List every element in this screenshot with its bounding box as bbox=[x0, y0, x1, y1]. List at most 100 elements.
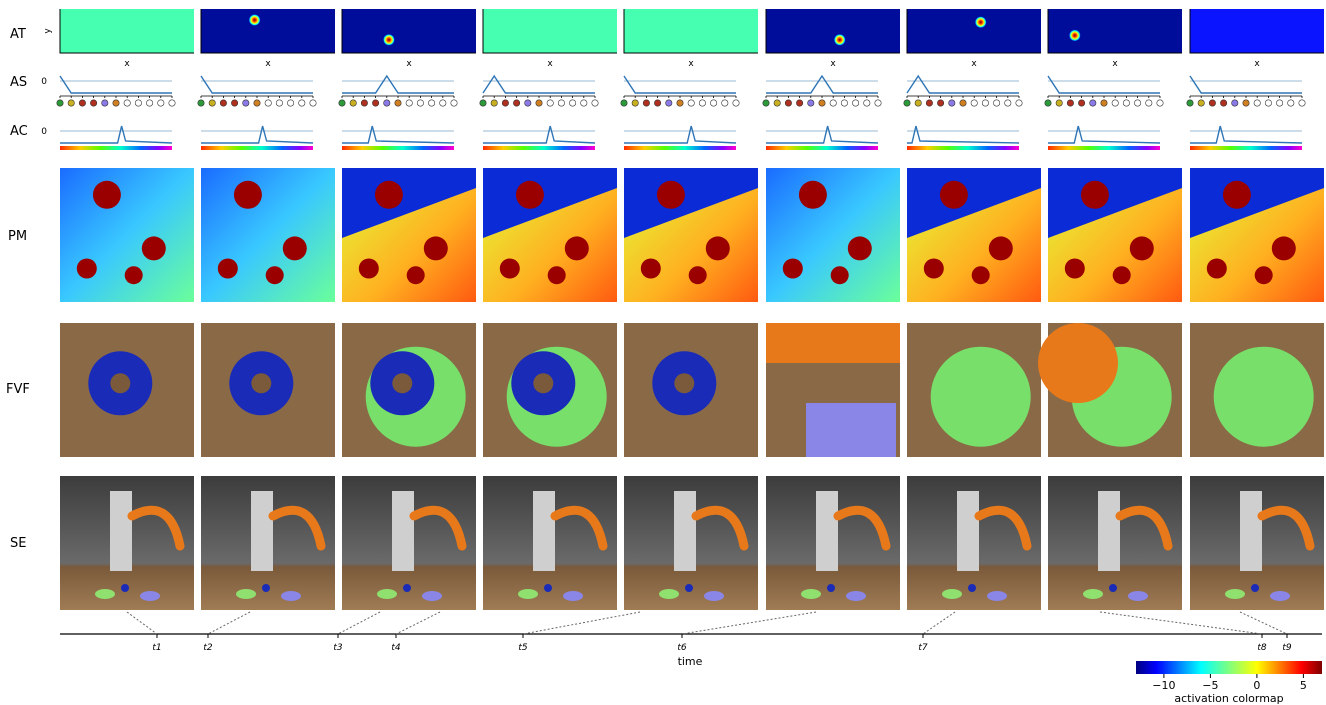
fvf-donut-hole bbox=[110, 373, 131, 394]
se-image bbox=[766, 476, 900, 610]
row-label-pm: PM bbox=[8, 229, 27, 244]
colorbar-tick-label: 0 bbox=[1253, 679, 1260, 692]
pm-hot-spot bbox=[265, 266, 284, 285]
se-robot-base bbox=[816, 491, 838, 571]
as-object-icon bbox=[416, 99, 424, 107]
se-image bbox=[1048, 476, 1182, 610]
pm-heatmap bbox=[201, 168, 335, 302]
se-robot-arm bbox=[127, 505, 185, 551]
pm-background bbox=[201, 168, 335, 302]
se-image bbox=[60, 476, 194, 610]
time-tick-label: t6 bbox=[677, 643, 687, 653]
pm-heatmap bbox=[342, 168, 476, 302]
time-tick-label: t7 bbox=[918, 643, 928, 653]
as-object-icon bbox=[937, 99, 945, 107]
as-object-icon bbox=[1078, 99, 1086, 107]
fvf-image bbox=[907, 323, 1041, 457]
se-robot-base bbox=[251, 491, 273, 571]
se-image bbox=[907, 476, 1041, 610]
time-connector bbox=[207, 611, 251, 635]
as-object-icon bbox=[642, 99, 650, 107]
se-image bbox=[201, 476, 335, 610]
pm-hot-spot bbox=[688, 266, 707, 285]
pm-hot-spot bbox=[124, 266, 143, 285]
at-heatmap bbox=[60, 9, 194, 53]
ac-series-line bbox=[766, 125, 879, 144]
se-blue-donut bbox=[1251, 584, 1259, 592]
fvf-donut-hole bbox=[674, 373, 695, 394]
as-object-icon bbox=[56, 99, 64, 107]
as-object-icon bbox=[146, 99, 154, 107]
se-image bbox=[1190, 476, 1324, 610]
as-series-line bbox=[342, 74, 454, 94]
as-object-icon bbox=[1197, 99, 1205, 107]
ac-series-line bbox=[1190, 125, 1303, 144]
colorbar-ticks: −10 −5 0 5 bbox=[1152, 674, 1307, 692]
pm-hot-spot bbox=[1112, 266, 1131, 285]
se-robot-arm bbox=[974, 505, 1032, 551]
pm-hot-spot bbox=[656, 180, 685, 209]
at-heatmap bbox=[342, 9, 476, 53]
as-object-icon bbox=[1134, 99, 1142, 107]
se-image bbox=[483, 476, 617, 610]
time-connector bbox=[1099, 611, 1263, 635]
ac-zero-label: 0 bbox=[41, 127, 47, 137]
pm-blue-region bbox=[1048, 168, 1182, 238]
as-object-icon bbox=[665, 99, 673, 107]
ac-color-strip bbox=[1048, 146, 1160, 150]
as-object-icon bbox=[1287, 99, 1295, 107]
pm-hot-spot bbox=[1254, 266, 1273, 285]
as-object-icon bbox=[557, 99, 565, 107]
as-object-icon bbox=[501, 99, 509, 107]
pm-blue-region bbox=[907, 168, 1041, 238]
as-object-icon bbox=[479, 99, 487, 107]
as-object-icon bbox=[818, 99, 826, 107]
as-series-line bbox=[623, 75, 736, 94]
panel-column-4: x bbox=[479, 9, 617, 610]
time-tick-label: t4 bbox=[391, 643, 401, 653]
as-object-icon bbox=[90, 99, 98, 107]
row-label-at: AT bbox=[10, 27, 26, 42]
colorbar-tick-label: −10 bbox=[1152, 679, 1175, 692]
ac-color-strip bbox=[1190, 146, 1302, 150]
se-purple-bowl bbox=[704, 591, 724, 601]
as-object-icon bbox=[546, 99, 554, 107]
as-object-icon bbox=[970, 99, 978, 107]
as-object-icon bbox=[242, 99, 250, 107]
as-object-icon bbox=[981, 99, 989, 107]
colorbar-tick-label: 5 bbox=[1300, 679, 1307, 692]
panel-grid: x y 0 0 x x x x x x x x bbox=[41, 9, 1324, 610]
as-object-icon bbox=[721, 99, 729, 107]
as-series-line bbox=[59, 75, 172, 94]
at-axes bbox=[59, 9, 194, 54]
as-object-icon bbox=[197, 99, 205, 107]
se-blue-donut bbox=[685, 584, 693, 592]
se-purple-bowl bbox=[987, 591, 1007, 601]
at-heatmap bbox=[1048, 9, 1182, 53]
as-object-icon bbox=[1253, 99, 1261, 107]
at-x-label: x bbox=[406, 59, 412, 69]
as-object-icon bbox=[208, 99, 216, 107]
as-object-icon bbox=[450, 99, 458, 107]
as-object-icon bbox=[1066, 99, 1074, 107]
pm-hot-spot bbox=[358, 258, 379, 279]
at-axes bbox=[341, 9, 476, 54]
se-green-plate bbox=[659, 589, 679, 599]
pm-hot-spot bbox=[1080, 180, 1109, 209]
pm-hot-spot bbox=[515, 180, 544, 209]
time-connector bbox=[337, 611, 381, 635]
time-axis-ticks: t1 t2 t3 t4 t5 t6 t7 t8 t9 bbox=[126, 611, 1292, 653]
at-axes bbox=[765, 9, 900, 54]
se-robot-base bbox=[674, 491, 696, 571]
pm-hot-spot bbox=[76, 258, 97, 279]
se-purple-bowl bbox=[281, 591, 301, 601]
as-object-icon bbox=[631, 99, 639, 107]
at-x-label: x bbox=[1254, 59, 1260, 69]
ac-color-strip bbox=[60, 146, 172, 150]
panel-column-7: x bbox=[903, 9, 1041, 610]
se-purple-bowl bbox=[422, 591, 442, 601]
as-object-icon bbox=[732, 99, 740, 107]
pm-heatmap bbox=[766, 168, 900, 302]
time-connector bbox=[681, 611, 817, 635]
at-activation-blob bbox=[1068, 29, 1081, 42]
